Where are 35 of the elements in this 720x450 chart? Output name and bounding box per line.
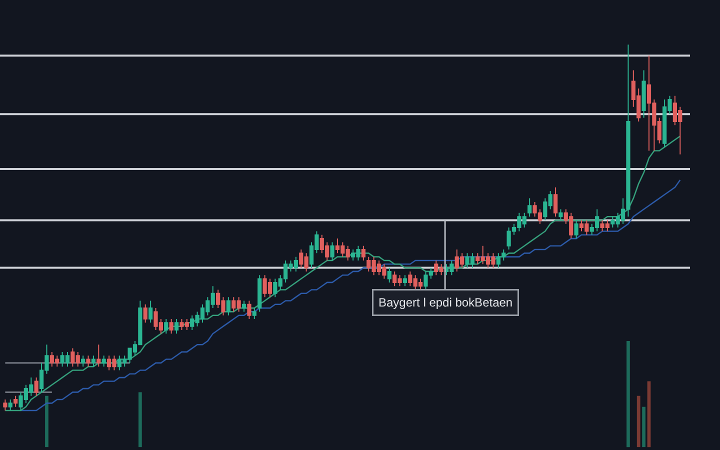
candlestick bbox=[247, 300, 252, 320]
candlestick bbox=[450, 260, 454, 276]
candlestick bbox=[387, 267, 392, 283]
candlestick bbox=[252, 308, 256, 320]
candlestick bbox=[528, 198, 532, 218]
annotation: Baygert l epdi bokBetaen bbox=[378, 296, 513, 310]
candlestick bbox=[164, 318, 168, 334]
candlestick bbox=[91, 355, 96, 368]
candlestick bbox=[242, 300, 246, 312]
candlestick bbox=[34, 377, 38, 396]
candlestick bbox=[226, 296, 230, 316]
candlestick bbox=[553, 186, 558, 218]
candlestick bbox=[402, 274, 408, 287]
bar bbox=[626, 340, 630, 448]
candlestick bbox=[330, 242, 334, 261]
bar bbox=[636, 396, 640, 448]
bar bbox=[642, 406, 646, 448]
candlestick bbox=[81, 355, 86, 368]
candlestick bbox=[258, 274, 262, 312]
candlestick bbox=[361, 245, 366, 261]
candlestick bbox=[8, 399, 12, 411]
candlestick bbox=[558, 208, 563, 221]
bar bbox=[138, 392, 142, 448]
candlestick bbox=[169, 318, 174, 334]
candlestick bbox=[148, 300, 153, 324]
candlestick bbox=[642, 70, 646, 118]
candlestick bbox=[14, 395, 18, 408]
candlestick bbox=[86, 355, 90, 368]
bar bbox=[45, 396, 48, 448]
candlestick bbox=[574, 220, 578, 240]
candlestick bbox=[96, 344, 101, 368]
candlestick bbox=[174, 318, 179, 334]
candlestick bbox=[143, 304, 148, 324]
candlestick bbox=[3, 399, 8, 411]
candlestick bbox=[102, 355, 106, 368]
